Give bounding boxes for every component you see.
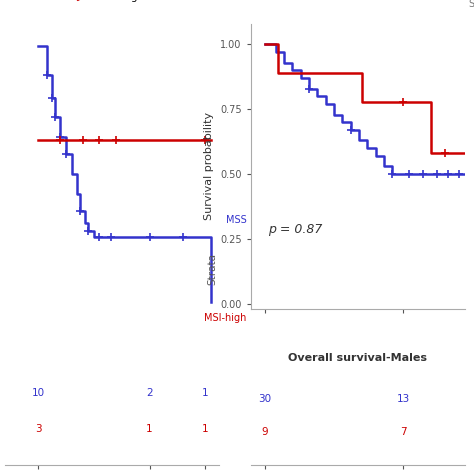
Point (56, 134, 64, 141)
Point (433, 171, 440, 178)
Text: 2: 2 (146, 388, 153, 398)
Point (96, 233, 103, 241)
Text: 1: 1 (202, 424, 209, 434)
Text: 1: 1 (146, 424, 153, 434)
Point (77, 208, 84, 215)
Point (419, 171, 427, 178)
Text: 10: 10 (32, 388, 45, 398)
Text: MSI-high: MSI-high (204, 313, 246, 323)
Point (146, 233, 153, 241)
Point (107, 233, 114, 241)
Point (56, 137, 64, 144)
Point (441, 150, 449, 157)
Point (48, 94, 55, 101)
Point (179, 233, 187, 241)
Point (84, 228, 92, 235)
Point (79, 137, 86, 144)
Text: Strata: Strata (207, 253, 217, 285)
Point (43, 71, 51, 79)
Point (455, 171, 463, 178)
Point (112, 137, 120, 144)
Point (51, 114, 59, 121)
Text: 13: 13 (397, 394, 410, 404)
Text: p = 0.87: p = 0.87 (268, 223, 322, 236)
Text: 30: 30 (258, 394, 271, 404)
Point (400, 98, 407, 105)
Point (201, 137, 209, 144)
Point (444, 171, 452, 178)
Text: MSS: MSS (226, 215, 246, 225)
Text: Strata: Strata (469, 0, 474, 9)
Text: 7: 7 (400, 427, 407, 437)
Point (405, 171, 413, 178)
Text: (B): (B) (225, 0, 250, 1)
Point (347, 126, 355, 134)
Title: Overall survival-Males: Overall survival-Males (288, 353, 427, 363)
Text: 1: 1 (202, 388, 209, 398)
Point (389, 171, 396, 178)
Legend: MSS, MSI-high: MSS, MSI-high (6, 0, 148, 7)
Text: 3: 3 (35, 424, 41, 434)
Text: 9: 9 (261, 427, 268, 437)
Point (305, 85, 313, 92)
Y-axis label: Survival probability: Survival probability (204, 112, 214, 220)
Point (96, 137, 103, 144)
Point (62, 151, 70, 158)
